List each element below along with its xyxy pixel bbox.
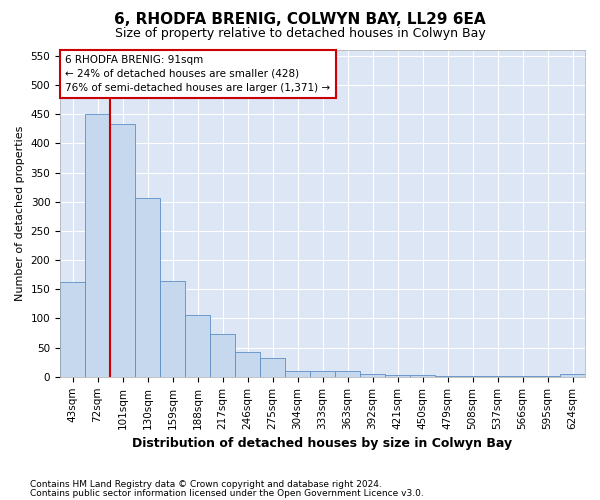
Bar [60,282,85,377]
Bar [435,376,460,377]
Bar [160,280,185,377]
Bar [285,371,310,377]
Bar [410,375,435,377]
Bar [185,315,210,377]
Bar [235,352,260,377]
Bar [260,358,285,377]
Bar [360,374,385,377]
Bar [460,376,485,377]
Bar [385,375,410,377]
Bar [485,376,510,377]
Bar [310,371,335,377]
Bar [210,334,235,377]
X-axis label: Distribution of detached houses by size in Colwyn Bay: Distribution of detached houses by size … [133,437,512,450]
Text: 6, RHODFA BRENIG, COLWYN BAY, LL29 6EA: 6, RHODFA BRENIG, COLWYN BAY, LL29 6EA [114,12,486,28]
Text: Contains HM Land Registry data © Crown copyright and database right 2024.: Contains HM Land Registry data © Crown c… [30,480,382,489]
Y-axis label: Number of detached properties: Number of detached properties [15,126,25,301]
Bar [335,371,360,377]
Bar [560,374,585,377]
Text: 6 RHODFA BRENIG: 91sqm
← 24% of detached houses are smaller (428)
76% of semi-de: 6 RHODFA BRENIG: 91sqm ← 24% of detached… [65,55,331,93]
Text: Contains public sector information licensed under the Open Government Licence v3: Contains public sector information licen… [30,488,424,498]
Bar [510,376,535,377]
Bar [110,124,135,377]
Bar [535,376,560,377]
Text: Size of property relative to detached houses in Colwyn Bay: Size of property relative to detached ho… [115,28,485,40]
Bar [85,114,110,377]
Bar [135,198,160,377]
